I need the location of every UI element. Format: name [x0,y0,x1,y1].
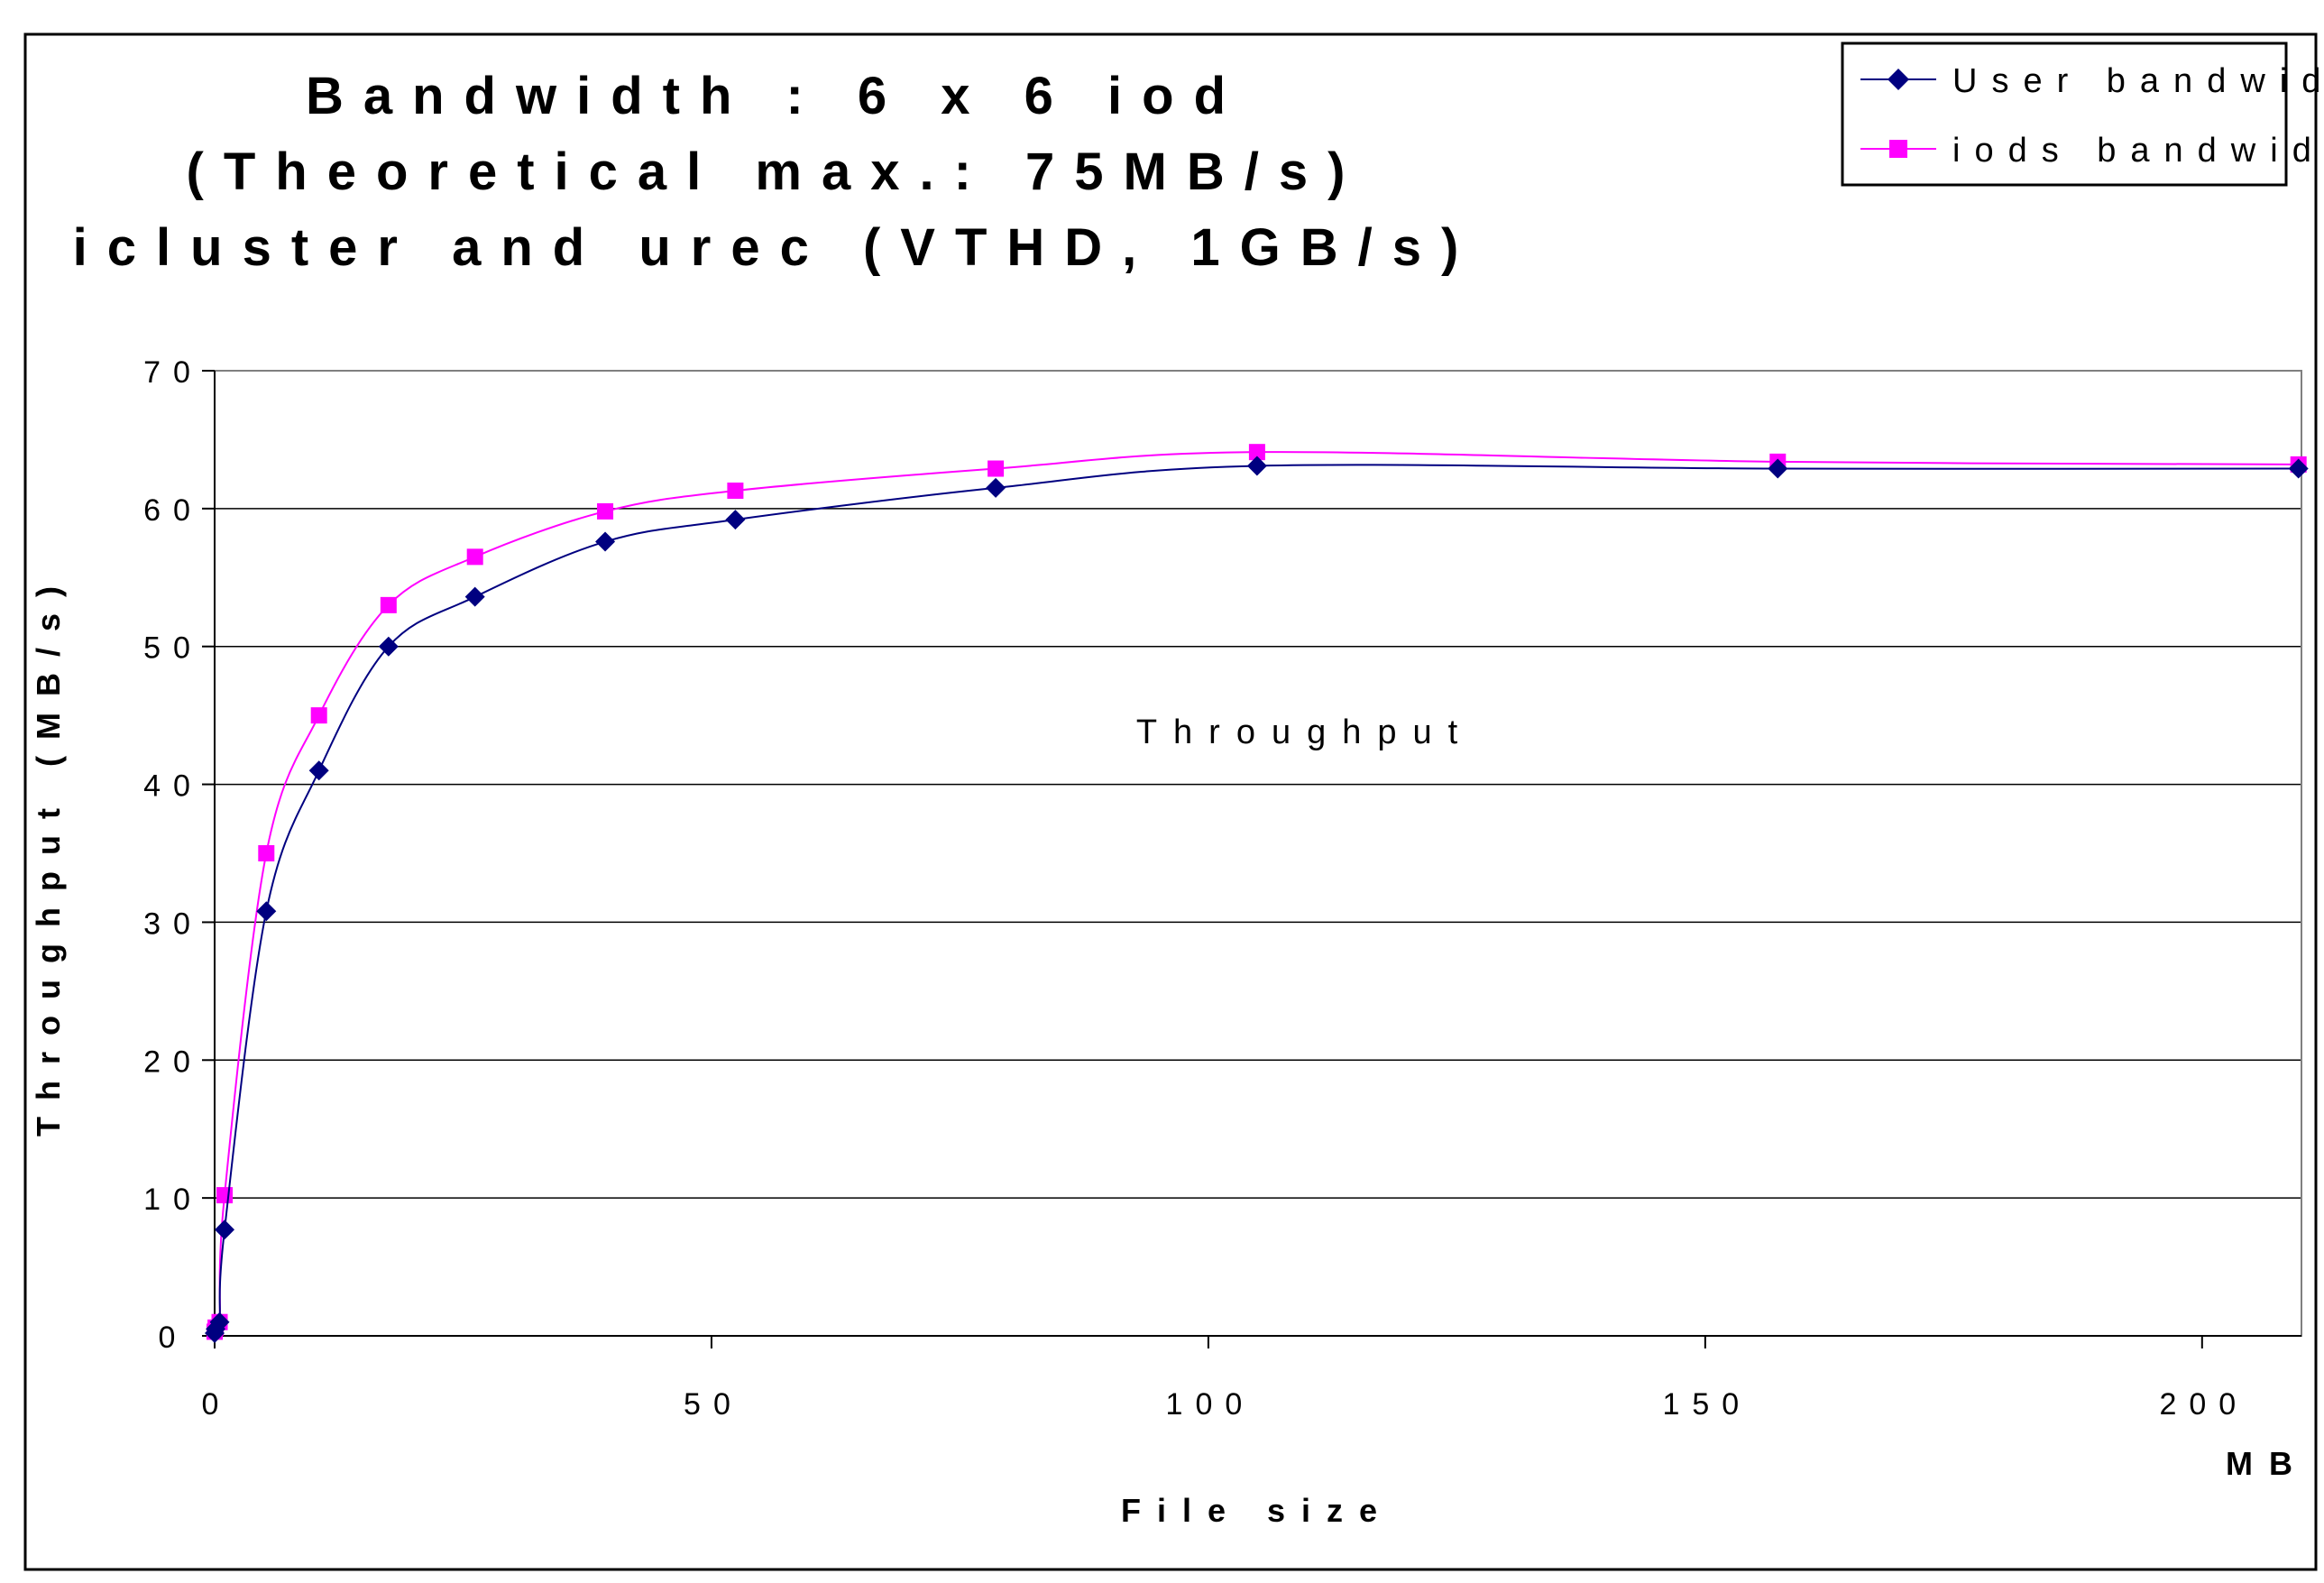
data-point-iods-bandwidth [987,460,1005,477]
data-point-user-bandwidth [256,901,277,922]
data-point-user-bandwidth [378,636,399,657]
legend-marker-user [1888,69,1909,90]
data-point-user-bandwidth [986,477,1006,498]
data-point-iods-bandwidth [597,502,614,520]
data-point-user-bandwidth [308,760,329,781]
y-tick-label: 0 [159,1321,188,1355]
series-line-user-bandwidth [214,464,2299,1334]
data-point-iods-bandwidth [258,845,275,861]
data-point-iods-bandwidth [310,707,327,724]
data-point-user-bandwidth [725,510,746,530]
data-point-iods-bandwidth [727,482,744,499]
x-tick-label: 100 [1166,1387,1255,1422]
x-tick-label: 150 [1662,1387,1751,1422]
x-tick-label: 50 [684,1387,743,1422]
legend-label-user: User bandwidth [1952,62,2324,100]
data-point-user-bandwidth [209,1311,230,1332]
chart-title-line-3: icluster and urec (VTHD, 1GB/s) [73,218,1479,277]
y-tick-label: 60 [143,493,203,528]
x-axis-title: File size [1121,1492,1393,1529]
plot-annotation: Throughput [1136,713,1474,751]
data-point-user-bandwidth [595,531,616,552]
y-tick-label: 70 [143,355,203,390]
legend-label-iods: iods bandwidth [1952,132,2324,170]
chart-title-line-1: Bandwidth : 6 x 6 iod [306,67,1245,125]
data-point-iods-bandwidth [1248,444,1265,461]
legend: User bandwidth iods bandwidth [1841,41,2324,187]
data-point-user-bandwidth [2288,458,2309,479]
tick-layer: 0 10 20 30 40 50 60 70 0 50 100 150 200 [143,355,2301,1422]
grid-layer [215,508,2301,1199]
y-tick-label: 20 [143,1045,203,1079]
y-tick-label: 10 [143,1183,203,1217]
chart-title: Bandwidth : 6 x 6 iod (Theoretical max.:… [73,67,1479,277]
y-tick-label: 50 [143,631,203,666]
data-point-user-bandwidth [215,1219,235,1240]
series-layer [205,444,2309,1343]
legend-box [1841,41,2288,187]
chart-border [23,32,2318,1571]
series-line-iods-bandwidth [214,451,2299,1334]
y-axis-title: Throughput (MB/s) [30,570,67,1137]
x-tick-label: 200 [2159,1387,2248,1422]
y-tick-label: 40 [143,769,203,804]
legend-marker-iods [1889,140,1907,158]
data-point-iods-bandwidth [466,548,483,566]
data-point-iods-bandwidth [380,596,397,613]
data-point-user-bandwidth [464,586,485,607]
x-tick-label: 0 [202,1387,232,1422]
y-tick-label: 30 [143,907,203,941]
x-axis-unit: MB [2226,1445,2309,1482]
chart-title-line-2: (Theoretical max.: 75MB/s) [187,143,1365,201]
data-point-user-bandwidth [1246,456,1267,476]
data-point-user-bandwidth [1768,458,1788,479]
data-point-iods-bandwidth [216,1187,234,1204]
